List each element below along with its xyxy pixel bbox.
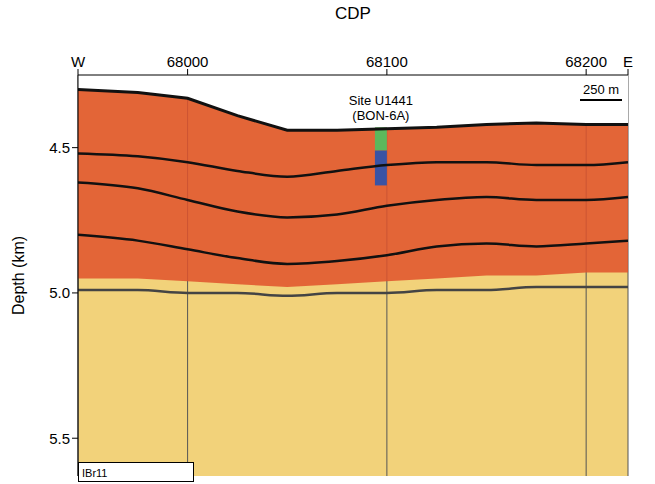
svg-text:Site U1441: Site U1441 — [349, 93, 413, 108]
html-text:IBr11: IBr11 — [82, 467, 108, 479]
svg-text:68100: 68100 — [366, 53, 408, 70]
html-text:CDP: CDP — [335, 4, 371, 23]
svg-text:W: W — [71, 53, 86, 70]
svg-text:5.0: 5.0 — [49, 284, 70, 301]
svg-text:Depth (km): Depth (km) — [10, 236, 27, 315]
svg-text:(BON-6A): (BON-6A) — [352, 108, 409, 123]
svg-text:68000: 68000 — [167, 53, 209, 70]
svg-text:4.5: 4.5 — [49, 139, 70, 156]
svg-text:250 m: 250 m — [583, 82, 619, 97]
svg-text:5.5: 5.5 — [49, 430, 70, 447]
svg-text:68200: 68200 — [565, 53, 607, 70]
svg-text:E: E — [623, 53, 633, 70]
